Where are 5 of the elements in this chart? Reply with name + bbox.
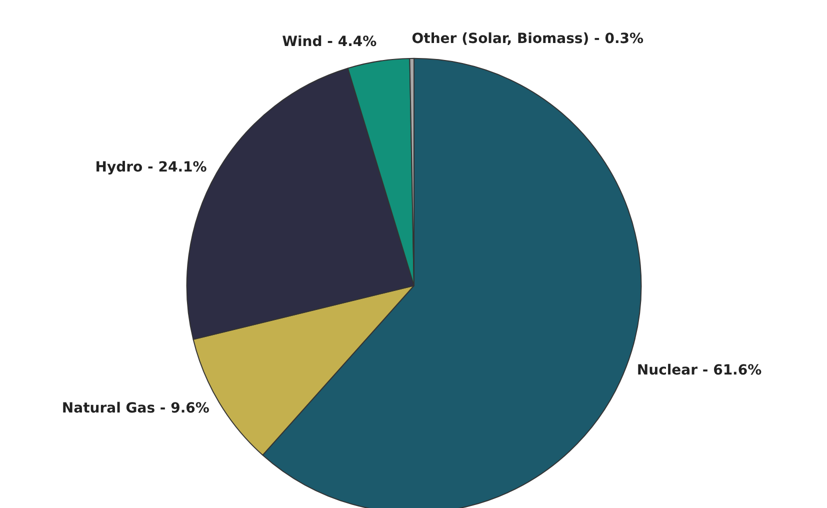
slice-label: Other (Solar, Biomass) - 0.3%	[412, 31, 644, 48]
slice-label: Natural Gas - 9.6%	[62, 400, 210, 416]
slice-label: Hydro - 24.1%	[95, 159, 207, 176]
slice-label: Nuclear - 61.6%	[636, 362, 762, 379]
slice-label: Wind - 4.4%	[282, 34, 377, 50]
